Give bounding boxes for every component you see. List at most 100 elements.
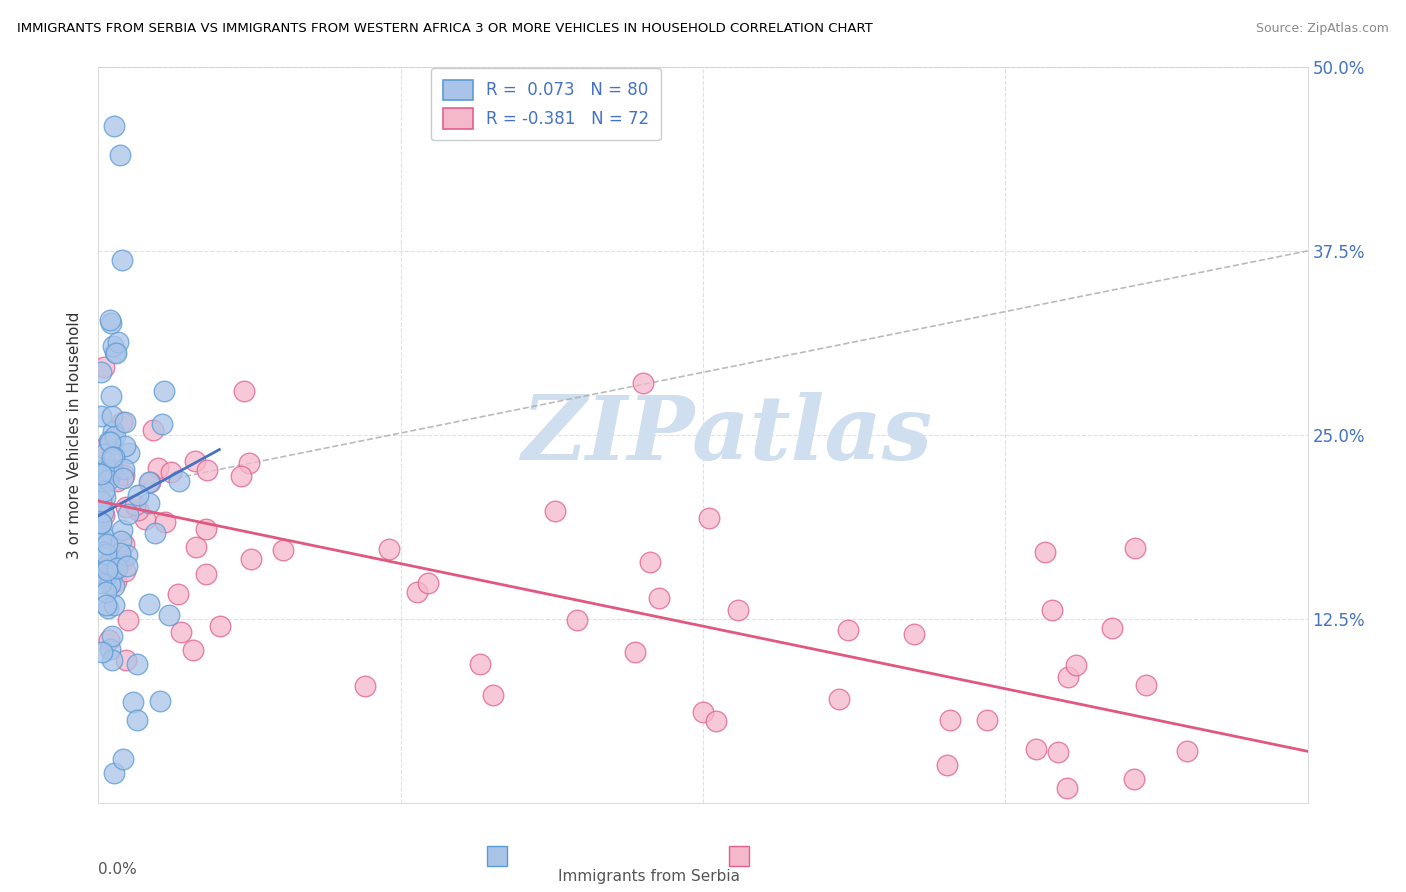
Point bbox=[111, 471, 134, 485]
Point bbox=[127, 502, 149, 516]
Point bbox=[100, 389, 122, 403]
Point bbox=[93, 447, 115, 461]
Text: Immigrants from Serbia: Immigrants from Serbia bbox=[558, 869, 740, 884]
Point bbox=[107, 561, 129, 575]
Point bbox=[94, 461, 117, 475]
Point bbox=[103, 598, 125, 612]
Text: Source: ZipAtlas.com: Source: ZipAtlas.com bbox=[1256, 22, 1389, 36]
Point bbox=[184, 453, 207, 467]
Point bbox=[1135, 678, 1157, 692]
Point bbox=[482, 688, 505, 702]
Point bbox=[117, 613, 139, 627]
Point bbox=[194, 522, 217, 536]
Point bbox=[108, 148, 131, 162]
Point bbox=[90, 467, 112, 481]
Point bbox=[134, 512, 156, 526]
Point bbox=[90, 409, 112, 424]
Point bbox=[159, 465, 181, 479]
Point bbox=[101, 629, 124, 643]
Point bbox=[98, 435, 121, 450]
Point bbox=[1123, 541, 1146, 556]
Point bbox=[105, 474, 128, 488]
Point bbox=[115, 652, 138, 666]
Point bbox=[100, 450, 122, 465]
Point bbox=[127, 488, 149, 502]
Point bbox=[107, 334, 129, 349]
Point bbox=[94, 490, 117, 504]
Point bbox=[94, 470, 117, 484]
Point bbox=[149, 694, 172, 708]
Point bbox=[90, 532, 112, 546]
Point bbox=[638, 555, 661, 569]
Point bbox=[1033, 545, 1056, 559]
Point bbox=[104, 345, 127, 359]
Point bbox=[1046, 745, 1069, 759]
Point bbox=[103, 579, 125, 593]
Point bbox=[101, 652, 124, 666]
Point bbox=[827, 691, 849, 706]
Point bbox=[104, 574, 127, 588]
Point bbox=[115, 559, 138, 574]
Point bbox=[114, 439, 136, 453]
Point bbox=[98, 577, 121, 591]
Point bbox=[101, 557, 124, 571]
Point bbox=[100, 316, 122, 330]
Point bbox=[624, 645, 647, 659]
Point bbox=[101, 464, 124, 478]
Point bbox=[903, 627, 925, 641]
Point bbox=[692, 705, 714, 719]
Point bbox=[93, 441, 115, 455]
Point bbox=[727, 603, 749, 617]
Point bbox=[112, 537, 135, 551]
Point bbox=[138, 496, 160, 510]
Point bbox=[146, 461, 169, 475]
Point bbox=[153, 516, 176, 530]
Point bbox=[1056, 670, 1078, 684]
Point bbox=[97, 463, 120, 477]
Point bbox=[138, 475, 160, 489]
Point bbox=[697, 510, 720, 524]
Point bbox=[124, 498, 146, 512]
Point bbox=[1122, 772, 1144, 786]
Point bbox=[103, 450, 125, 465]
Point bbox=[96, 563, 118, 577]
Point bbox=[117, 507, 139, 521]
Point bbox=[98, 632, 121, 647]
Point bbox=[93, 484, 115, 499]
Point bbox=[157, 608, 180, 623]
Point bbox=[111, 751, 134, 765]
Point bbox=[143, 526, 166, 541]
Point bbox=[111, 524, 134, 538]
Point bbox=[208, 619, 231, 633]
Point bbox=[1056, 781, 1078, 796]
Point bbox=[96, 569, 118, 583]
Point bbox=[90, 516, 112, 531]
Point bbox=[122, 696, 145, 710]
Point bbox=[90, 645, 112, 659]
Point bbox=[100, 409, 122, 424]
Point bbox=[231, 468, 253, 483]
Point bbox=[103, 119, 125, 133]
Point bbox=[181, 643, 204, 657]
Point bbox=[111, 252, 134, 267]
Point bbox=[90, 516, 112, 531]
Point bbox=[195, 566, 218, 581]
Point bbox=[101, 339, 124, 353]
Point bbox=[105, 346, 128, 360]
Point bbox=[138, 597, 160, 611]
Point bbox=[97, 557, 120, 571]
Point bbox=[1040, 603, 1063, 617]
Point bbox=[271, 543, 294, 558]
Point bbox=[115, 548, 138, 562]
Point bbox=[170, 625, 193, 640]
Point bbox=[935, 758, 957, 772]
Point bbox=[232, 384, 254, 399]
Point bbox=[186, 541, 208, 555]
Point bbox=[104, 429, 127, 443]
Point bbox=[240, 552, 263, 566]
Point bbox=[1101, 621, 1123, 635]
Point bbox=[97, 601, 120, 615]
Point bbox=[96, 536, 118, 550]
Point bbox=[103, 766, 125, 780]
Point bbox=[114, 564, 136, 578]
